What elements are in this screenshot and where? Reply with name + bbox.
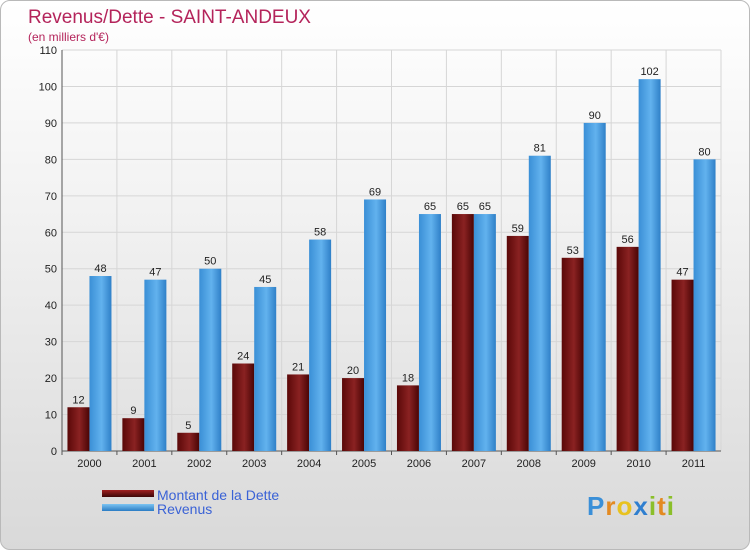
data-label-dette: 53 [567,245,579,257]
bar-dette [561,257,584,451]
legend-swatch-revenus [102,504,154,511]
bar-revenus [144,279,167,451]
bar-revenus [89,276,112,451]
bar-revenus [254,286,277,451]
data-label-dette: 12 [72,394,84,406]
y-tick-label: 10 [45,410,57,422]
x-tick-label: 2007 [462,458,486,470]
y-tick-label: 70 [45,191,57,203]
data-label-revenus: 80 [698,146,710,158]
logo-letter: i [648,491,658,521]
bar-revenus [583,122,606,451]
bar-revenus [638,79,661,451]
bar-dette [122,418,145,451]
y-tick-label: 110 [39,45,57,57]
y-tick-label: 100 [39,81,57,93]
logo-letter: o [616,491,634,521]
y-tick-label: 0 [51,446,57,458]
bar-dette [451,214,474,451]
y-tick-label: 40 [45,300,57,312]
logo-letter: i [666,491,675,521]
x-tick-label: 2005 [352,458,376,470]
y-tick-label: 80 [45,154,57,166]
x-tick-label: 2009 [571,458,595,470]
bar-revenus [309,239,332,451]
legend-label-revenus: Revenus [157,501,213,517]
data-label-revenus: 65 [424,201,436,213]
y-tick-label: 30 [45,337,57,349]
bar-dette [287,374,310,451]
logo-letter: r [605,491,617,521]
logo-letter: P [587,491,606,521]
x-tick-label: 2011 [682,458,706,470]
bar-dette [396,385,419,451]
x-tick-label: 2006 [407,458,431,470]
bar-dette [177,432,200,451]
data-label-dette: 9 [130,405,136,417]
data-label-revenus: 69 [369,186,381,198]
bar-dette [506,235,529,451]
bar-revenus [199,268,222,451]
data-label-revenus: 81 [534,143,546,155]
data-label-dette: 5 [185,420,191,432]
data-label-dette: 56 [622,234,634,246]
data-label-dette: 65 [457,201,469,213]
x-tick-label: 2002 [187,458,211,470]
data-label-revenus: 58 [314,227,326,239]
bar-revenus [473,214,496,451]
data-label-dette: 24 [237,351,249,363]
data-label-revenus: 90 [589,110,601,122]
legend-swatch-dette [102,490,154,497]
bar-revenus [418,214,441,451]
x-tick-label: 2000 [77,458,101,470]
chart-subtitle: (en milliers d'€) [28,30,109,44]
data-label-dette: 21 [292,361,304,373]
proxiti-logo: Proxiti [587,491,675,522]
data-label-revenus: 48 [94,263,106,275]
y-tick-label: 60 [45,227,57,239]
data-label-dette: 20 [347,365,359,377]
data-label-dette: 59 [512,223,524,235]
bar-revenus [528,155,551,451]
x-tick-label: 2010 [626,458,650,470]
legend-label-dette: Montant de la Dette [157,487,280,503]
data-label-revenus: 102 [640,66,658,78]
bar-revenus [364,199,387,451]
x-tick-label: 2008 [517,458,541,470]
x-tick-label: 2003 [242,458,266,470]
bar-dette [232,363,255,451]
x-tick-label: 2004 [297,458,321,470]
data-label-revenus: 47 [149,267,161,279]
data-label-revenus: 65 [479,201,491,213]
logo-letter: t [657,491,667,521]
y-tick-label: 20 [45,373,57,385]
data-label-revenus: 50 [204,256,216,268]
x-tick-label: 2001 [132,458,156,470]
y-tick-label: 50 [45,264,57,276]
logo-letter: x [633,491,649,521]
bar-dette [342,378,365,451]
bar-revenus [693,159,716,451]
bar-dette [671,279,694,451]
y-tick-label: 90 [45,118,57,130]
bar-dette [616,246,639,451]
data-label-dette: 18 [402,372,414,384]
bar-dette [67,407,90,451]
data-label-revenus: 45 [259,274,271,286]
data-label-dette: 47 [676,267,688,279]
chart-title: Revenus/Dette - SAINT-ANDEUX [28,7,311,28]
